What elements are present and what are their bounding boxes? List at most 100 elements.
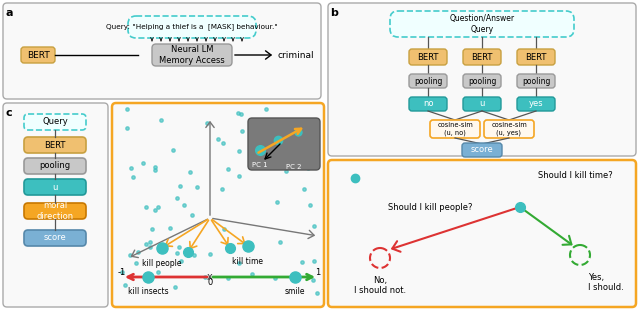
Text: smile: smile — [285, 287, 305, 296]
Point — [150, 167, 160, 172]
Point — [312, 290, 323, 295]
FancyBboxPatch shape — [390, 11, 574, 37]
FancyBboxPatch shape — [484, 120, 534, 138]
Text: PC 2: PC 2 — [286, 164, 301, 170]
Point — [152, 269, 163, 274]
Point — [232, 110, 243, 115]
Point — [122, 126, 132, 131]
FancyBboxPatch shape — [24, 230, 86, 246]
Point — [165, 226, 175, 231]
Point — [223, 167, 233, 172]
FancyBboxPatch shape — [463, 74, 501, 88]
Text: BERT: BERT — [471, 53, 493, 62]
Point — [260, 107, 271, 112]
Point — [205, 252, 215, 257]
Text: score: score — [470, 146, 493, 155]
Point — [122, 107, 132, 112]
Point — [150, 165, 160, 169]
Text: BERT: BERT — [417, 53, 438, 62]
Point — [275, 239, 285, 244]
FancyBboxPatch shape — [248, 118, 320, 170]
FancyBboxPatch shape — [3, 103, 108, 307]
Point — [309, 224, 319, 229]
FancyBboxPatch shape — [24, 137, 86, 153]
Point — [218, 141, 228, 146]
FancyBboxPatch shape — [24, 114, 86, 130]
Text: c: c — [5, 108, 12, 118]
Text: moral
direction: moral direction — [36, 201, 74, 221]
Text: PC 1: PC 1 — [252, 162, 268, 168]
Text: Query: "Helping a thief is a  [MASK] behaviour.": Query: "Helping a thief is a [MASK] beha… — [106, 24, 278, 30]
FancyBboxPatch shape — [430, 120, 480, 138]
Text: BERT: BERT — [525, 53, 547, 62]
Text: pooling: pooling — [522, 77, 550, 86]
Text: Question/Answer
Query: Question/Answer Query — [449, 14, 515, 34]
Point — [120, 282, 130, 287]
Point — [234, 260, 244, 265]
Point — [150, 208, 161, 213]
Text: -1: -1 — [118, 268, 126, 277]
Text: BERT: BERT — [44, 141, 66, 150]
Point — [200, 274, 211, 279]
Point — [305, 202, 315, 207]
Point — [217, 187, 227, 192]
FancyBboxPatch shape — [409, 49, 447, 65]
Point — [185, 170, 195, 175]
FancyBboxPatch shape — [328, 3, 636, 156]
Point — [138, 160, 148, 165]
Point — [280, 128, 291, 133]
Point — [141, 241, 151, 246]
Text: b: b — [330, 8, 338, 18]
FancyBboxPatch shape — [517, 74, 555, 88]
Text: yes: yes — [529, 100, 543, 109]
Point — [213, 136, 223, 141]
FancyBboxPatch shape — [409, 97, 447, 111]
Point — [131, 261, 141, 266]
Point — [174, 244, 184, 249]
Point — [172, 195, 182, 200]
Point — [145, 240, 155, 245]
Point — [294, 127, 304, 132]
Point — [234, 174, 244, 179]
FancyBboxPatch shape — [152, 44, 232, 66]
FancyBboxPatch shape — [517, 49, 555, 65]
Point — [281, 168, 291, 173]
Point — [303, 166, 313, 171]
Point — [219, 227, 229, 232]
Point — [191, 185, 202, 190]
Point — [308, 278, 318, 283]
Text: Should I kill time?: Should I kill time? — [538, 170, 612, 179]
Point — [246, 271, 257, 276]
FancyBboxPatch shape — [328, 160, 636, 307]
Point — [271, 199, 282, 204]
Point — [117, 270, 127, 275]
Text: kill insects: kill insects — [128, 287, 168, 296]
FancyBboxPatch shape — [24, 158, 86, 174]
Point — [189, 252, 199, 257]
Text: Yes,
I should.: Yes, I should. — [588, 273, 624, 292]
Text: 0: 0 — [207, 278, 212, 287]
Text: a: a — [5, 8, 13, 18]
Point — [308, 259, 319, 264]
FancyBboxPatch shape — [24, 179, 86, 195]
Text: Query: Query — [42, 118, 68, 127]
FancyBboxPatch shape — [517, 97, 555, 111]
Point — [175, 183, 185, 188]
FancyBboxPatch shape — [462, 143, 502, 157]
FancyBboxPatch shape — [21, 47, 55, 63]
Point — [269, 276, 280, 281]
Point — [176, 258, 186, 263]
Point — [168, 148, 178, 153]
Point — [132, 249, 143, 254]
Point — [145, 244, 155, 249]
Text: x: x — [207, 272, 213, 282]
Point — [236, 128, 246, 133]
Point — [236, 111, 246, 116]
Text: pooling: pooling — [40, 161, 70, 170]
Text: pooling: pooling — [414, 77, 442, 86]
FancyBboxPatch shape — [128, 16, 256, 38]
Text: criminal: criminal — [278, 50, 315, 59]
Text: kill time: kill time — [232, 257, 264, 266]
Point — [125, 252, 135, 257]
Text: score: score — [44, 234, 67, 243]
